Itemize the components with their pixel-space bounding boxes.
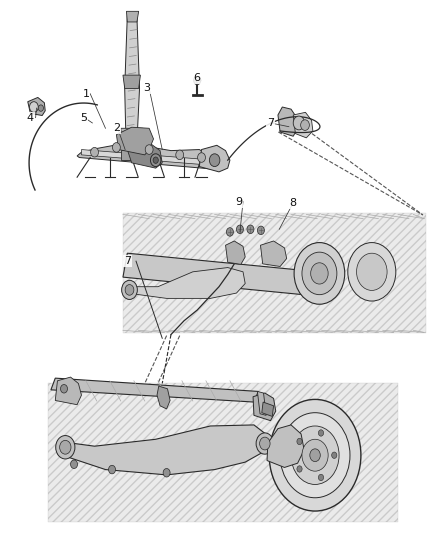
Polygon shape	[199, 146, 230, 172]
Bar	[123, 213, 426, 333]
Circle shape	[209, 154, 220, 166]
Circle shape	[198, 153, 205, 163]
Text: 5: 5	[80, 112, 87, 123]
Polygon shape	[123, 75, 141, 88]
Polygon shape	[55, 377, 81, 405]
Circle shape	[294, 243, 345, 304]
Text: 7: 7	[267, 118, 274, 128]
Circle shape	[280, 413, 350, 498]
Circle shape	[194, 76, 201, 85]
Text: 8: 8	[290, 198, 297, 208]
Text: 2: 2	[113, 123, 120, 133]
Polygon shape	[127, 144, 162, 168]
Circle shape	[318, 474, 324, 481]
Polygon shape	[125, 15, 140, 160]
Circle shape	[269, 399, 361, 511]
Circle shape	[297, 466, 302, 472]
Polygon shape	[278, 107, 297, 136]
Circle shape	[302, 252, 337, 295]
Circle shape	[348, 243, 396, 301]
Circle shape	[297, 438, 302, 445]
Polygon shape	[261, 241, 287, 266]
Circle shape	[60, 440, 71, 454]
Circle shape	[150, 154, 161, 166]
Polygon shape	[28, 98, 45, 116]
Text: 6: 6	[193, 73, 200, 83]
Polygon shape	[258, 391, 266, 415]
Circle shape	[247, 225, 254, 233]
Polygon shape	[121, 128, 143, 150]
Circle shape	[260, 437, 270, 450]
Circle shape	[113, 143, 120, 152]
Circle shape	[300, 120, 309, 131]
Polygon shape	[127, 11, 139, 22]
Circle shape	[293, 116, 304, 130]
Text: 7: 7	[124, 256, 131, 266]
Polygon shape	[157, 386, 170, 409]
Circle shape	[318, 430, 324, 436]
Circle shape	[256, 433, 274, 454]
Polygon shape	[117, 127, 153, 155]
Circle shape	[291, 426, 339, 484]
Text: 3: 3	[144, 83, 151, 93]
Circle shape	[237, 225, 244, 233]
Polygon shape	[226, 241, 245, 264]
Circle shape	[153, 157, 158, 164]
Circle shape	[302, 439, 328, 471]
Polygon shape	[123, 253, 319, 296]
Circle shape	[311, 263, 328, 284]
Circle shape	[56, 435, 75, 459]
Polygon shape	[253, 393, 276, 421]
Circle shape	[109, 465, 116, 474]
Polygon shape	[127, 268, 245, 298]
Polygon shape	[51, 378, 258, 402]
Circle shape	[91, 148, 99, 157]
Bar	[48, 383, 398, 522]
Circle shape	[71, 460, 78, 469]
Circle shape	[258, 226, 265, 235]
Circle shape	[145, 145, 153, 155]
Polygon shape	[121, 150, 143, 160]
Circle shape	[310, 449, 320, 462]
Circle shape	[60, 384, 67, 393]
Circle shape	[226, 228, 233, 236]
Polygon shape	[77, 144, 219, 169]
Circle shape	[125, 285, 134, 295]
Text: 4: 4	[27, 112, 34, 123]
Circle shape	[29, 102, 38, 112]
Circle shape	[357, 253, 387, 290]
Polygon shape	[262, 402, 274, 416]
Polygon shape	[57, 425, 271, 475]
Text: 1: 1	[82, 88, 89, 99]
Polygon shape	[293, 112, 313, 138]
Polygon shape	[267, 425, 304, 467]
Circle shape	[176, 150, 184, 160]
Circle shape	[122, 280, 138, 300]
Text: 9: 9	[235, 197, 242, 207]
Circle shape	[38, 105, 43, 111]
Circle shape	[332, 452, 337, 458]
Polygon shape	[81, 150, 215, 165]
Circle shape	[163, 469, 170, 477]
